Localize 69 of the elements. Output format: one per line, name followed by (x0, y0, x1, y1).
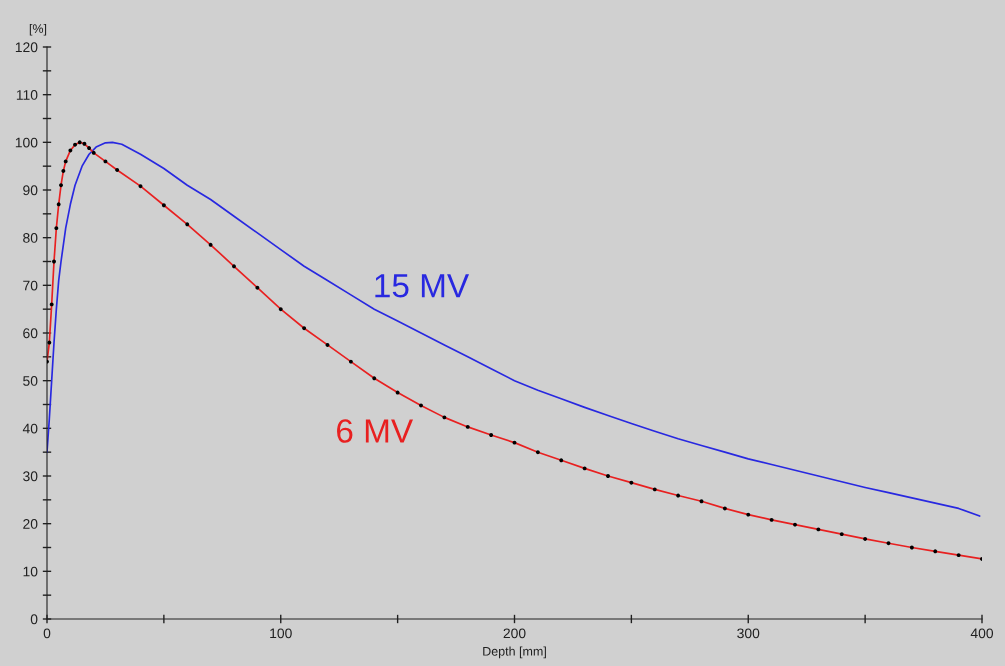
x-tick-label: 0 (43, 628, 51, 639)
point (161, 203, 166, 208)
point (793, 522, 797, 527)
y-tick-label: 110 (16, 90, 38, 100)
point (49, 302, 54, 307)
point (582, 466, 587, 471)
y-tick-label: 80 (23, 233, 38, 243)
point (769, 517, 774, 522)
point (302, 326, 307, 331)
y-tick-label: 10 (23, 566, 38, 577)
point (722, 506, 727, 511)
point (933, 549, 938, 554)
point (63, 159, 68, 164)
point (54, 226, 59, 231)
point (863, 536, 868, 541)
x-tick-label: 300 (737, 628, 760, 639)
y-tick-label: 30 (23, 471, 38, 482)
point (68, 148, 73, 153)
point (232, 264, 236, 269)
y-axis-title: [%] (29, 23, 47, 36)
y-tick-label: 0 (30, 614, 38, 625)
point (419, 403, 423, 408)
x-tick-label: 400 (970, 628, 994, 639)
y-tick-label: 50 (23, 376, 38, 386)
x-tick-label: 100 (270, 628, 292, 639)
point (82, 141, 87, 146)
point (489, 433, 494, 437)
point (115, 168, 120, 172)
point (52, 259, 56, 264)
point (73, 142, 78, 147)
point (348, 359, 353, 364)
point (606, 474, 610, 478)
point (395, 390, 400, 395)
point (956, 553, 961, 558)
point (103, 159, 108, 164)
series-label: 15 MV (375, 274, 470, 298)
x-tick-label: 200 (503, 628, 526, 639)
y-tick-label: 60 (23, 328, 38, 339)
y-tick-label: 40 (22, 423, 38, 434)
y-tick-label: 70 (23, 280, 38, 291)
point (77, 140, 82, 145)
point (91, 150, 96, 155)
point (278, 307, 283, 312)
point (652, 487, 657, 492)
point (61, 168, 66, 173)
point (255, 285, 260, 290)
point (559, 458, 564, 463)
y-tick-label: 90 (23, 185, 38, 196)
point (372, 376, 377, 381)
point (56, 202, 61, 207)
point (185, 222, 190, 227)
point (909, 545, 914, 550)
point (87, 146, 92, 151)
point (325, 342, 330, 347)
series-label: 6 MV (337, 419, 414, 443)
y-tick-label: 100 (15, 137, 38, 148)
point (535, 450, 540, 455)
point (839, 532, 844, 537)
point (746, 512, 751, 517)
point (59, 183, 63, 188)
point (629, 480, 634, 485)
point (676, 493, 681, 498)
point (816, 527, 821, 532)
point (465, 424, 470, 429)
y-tick-label: 20 (23, 519, 38, 529)
x-axis-title: Depth [mm] (483, 646, 546, 659)
y-tick-label: 120 (15, 42, 38, 53)
point (208, 242, 213, 247)
point (442, 415, 447, 420)
